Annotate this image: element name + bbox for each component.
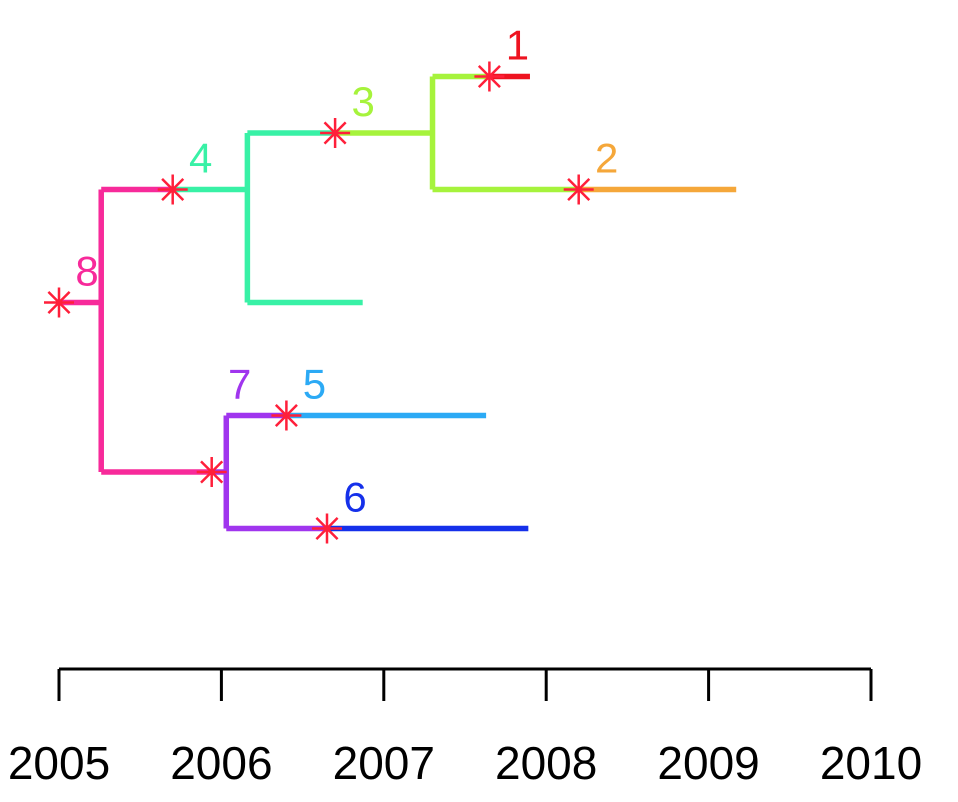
node-labels: 8 4 3 1 2 7 5 6: [75, 21, 618, 520]
x-axis-tick-labels: 2005 2006 2007 2008 2009 2010: [8, 737, 922, 789]
x-axis-ticks: [57, 669, 873, 701]
x-tick-label-2005: 2005: [8, 737, 110, 789]
branch-lines: [59, 73, 737, 532]
node-label-2: 2: [595, 134, 618, 181]
node-label-8: 8: [75, 247, 98, 294]
node-label-1: 1: [506, 21, 529, 68]
event-marker-8: [44, 287, 74, 318]
node-label-6: 6: [343, 473, 366, 520]
node-label-3: 3: [351, 78, 374, 125]
x-tick-label-2008: 2008: [495, 737, 597, 789]
x-tick-label-2010: 2010: [820, 737, 922, 789]
event-markers: [44, 61, 594, 544]
asterisk-icon: [474, 61, 505, 92]
asterisk-icon: [563, 174, 594, 205]
asterisk-icon: [271, 400, 302, 431]
event-marker-3: [320, 118, 351, 148]
asterisk-icon: [196, 457, 227, 487]
event-marker-6: [312, 513, 342, 544]
event-marker-2: [563, 174, 594, 205]
node-label-4: 4: [189, 134, 212, 181]
asterisk-icon: [312, 513, 342, 544]
node-label-7: 7: [228, 360, 251, 407]
asterisk-icon: [320, 118, 351, 148]
asterisk-icon: [44, 287, 74, 318]
node-label-5: 5: [303, 360, 326, 407]
x-tick-label-2006: 2006: [170, 737, 272, 789]
x-tick-label-2007: 2007: [333, 737, 435, 789]
x-tick-label-2009: 2009: [657, 737, 759, 789]
event-marker-1: [474, 61, 505, 92]
event-marker-7: [196, 457, 227, 487]
x-axis: 2005 2006 2007 2008 2009 2010: [8, 667, 922, 789]
event-marker-4: [157, 174, 188, 205]
asterisk-icon: [157, 174, 188, 205]
event-marker-5: [271, 400, 302, 431]
